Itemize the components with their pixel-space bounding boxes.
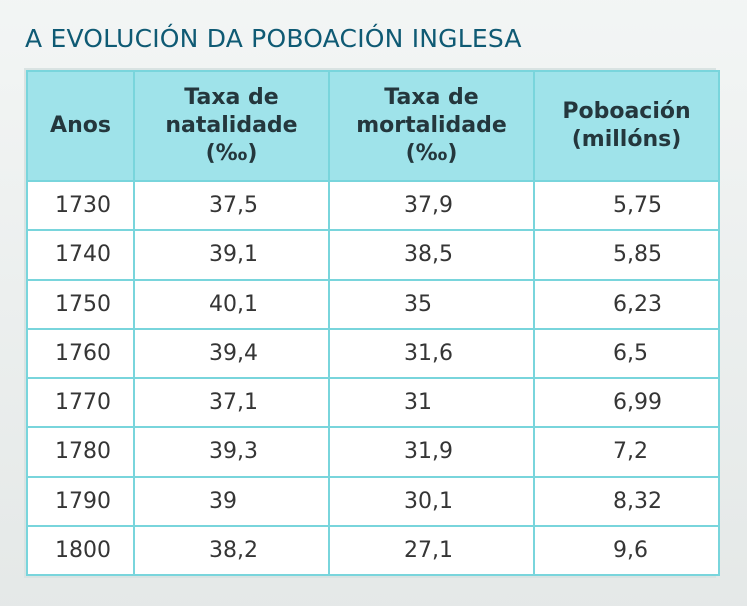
header-anos: Anos: [26, 70, 135, 182]
header-natalidade-line-2: natalidade: [165, 112, 298, 138]
population-cell: 6,5: [533, 327, 720, 380]
birth-rate-cell: 39: [133, 475, 330, 527]
header-mortalidade: Taxa de mortalidade (‰): [328, 70, 535, 182]
birth-rate-cell: 39,4: [133, 327, 330, 380]
death-rate-cell: 31: [328, 376, 535, 429]
population-cell: 6,23: [533, 278, 720, 330]
death-rate-cell: 30,1: [328, 475, 535, 527]
header-mortalidade-line-1: Taxa de: [384, 84, 479, 110]
death-rate-cell: 31,6: [328, 327, 535, 380]
year-cell: 1790: [26, 475, 135, 527]
table-header: Anos Taxa de natalidade (‰) Taxa de mort…: [26, 70, 720, 182]
table-row: 1760 39,4 31,6 6,5: [26, 327, 720, 380]
year-cell: 1740: [26, 229, 135, 281]
table-body: 1730 37,5 37,9 5,75 1740 39,1 38,5 5,85 …: [26, 179, 720, 577]
population-evolution-table: Anos Taxa de natalidade (‰) Taxa de mort…: [26, 70, 720, 577]
year-cell: 1770: [26, 376, 135, 429]
birth-rate-cell: 40,1: [133, 278, 330, 330]
header-natalidade: Taxa de natalidade (‰): [133, 70, 330, 182]
table-row: 1770 37,1 31 6,99: [26, 376, 720, 429]
birth-rate-cell: 37,5: [133, 179, 330, 232]
birth-rate-cell: 37,1: [133, 376, 330, 429]
header-mortalidade-line-2: mortalidade: [356, 112, 507, 138]
death-rate-cell: 37,9: [328, 179, 535, 232]
birth-rate-cell: 38,2: [133, 524, 330, 577]
year-cell: 1730: [26, 179, 135, 232]
header-natalidade-line-1: Taxa de: [184, 84, 279, 110]
population-cell: 5,75: [533, 179, 720, 232]
header-natalidade-line-3: (‰): [205, 141, 258, 167]
birth-rate-cell: 39,1: [133, 229, 330, 281]
table-header-row: Anos Taxa de natalidade (‰) Taxa de mort…: [26, 70, 720, 182]
header-mortalidade-line-3: (‰): [405, 141, 458, 167]
header-anos-label: Anos: [50, 112, 111, 138]
population-cell: 6,99: [533, 376, 720, 429]
birth-rate-cell: 39,3: [133, 426, 330, 478]
population-cell: 5,85: [533, 229, 720, 281]
year-cell: 1760: [26, 327, 135, 380]
table-row: 1730 37,5 37,9 5,75: [26, 179, 720, 232]
death-rate-cell: 27,1: [328, 524, 535, 577]
year-cell: 1750: [26, 278, 135, 330]
death-rate-cell: 31,9: [328, 426, 535, 478]
table-row: 1750 40,1 35 6,23: [26, 278, 720, 330]
table-row: 1800 38,2 27,1 9,6: [26, 524, 720, 577]
population-table-container: Anos Taxa de natalidade (‰) Taxa de mort…: [24, 68, 720, 578]
population-cell: 8,32: [533, 475, 720, 527]
death-rate-cell: 38,5: [328, 229, 535, 281]
population-cell: 9,6: [533, 524, 720, 577]
header-poboacion: Poboación (millóns): [533, 70, 720, 182]
header-poboacion-line-1: Poboación: [562, 98, 691, 124]
population-cell: 7,2: [533, 426, 720, 478]
table-row: 1790 39 30,1 8,32: [26, 475, 720, 527]
table-row: 1780 39,3 31,9 7,2: [26, 426, 720, 478]
header-poboacion-line-2: (millóns): [571, 127, 682, 152]
year-cell: 1780: [26, 426, 135, 478]
year-cell: 1800: [26, 524, 135, 577]
table-row: 1740 39,1 38,5 5,85: [26, 229, 720, 281]
death-rate-cell: 35: [328, 278, 535, 330]
document-title: A EVOLUCIÓN DA POBOACIÓN INGLESA: [25, 24, 522, 53]
